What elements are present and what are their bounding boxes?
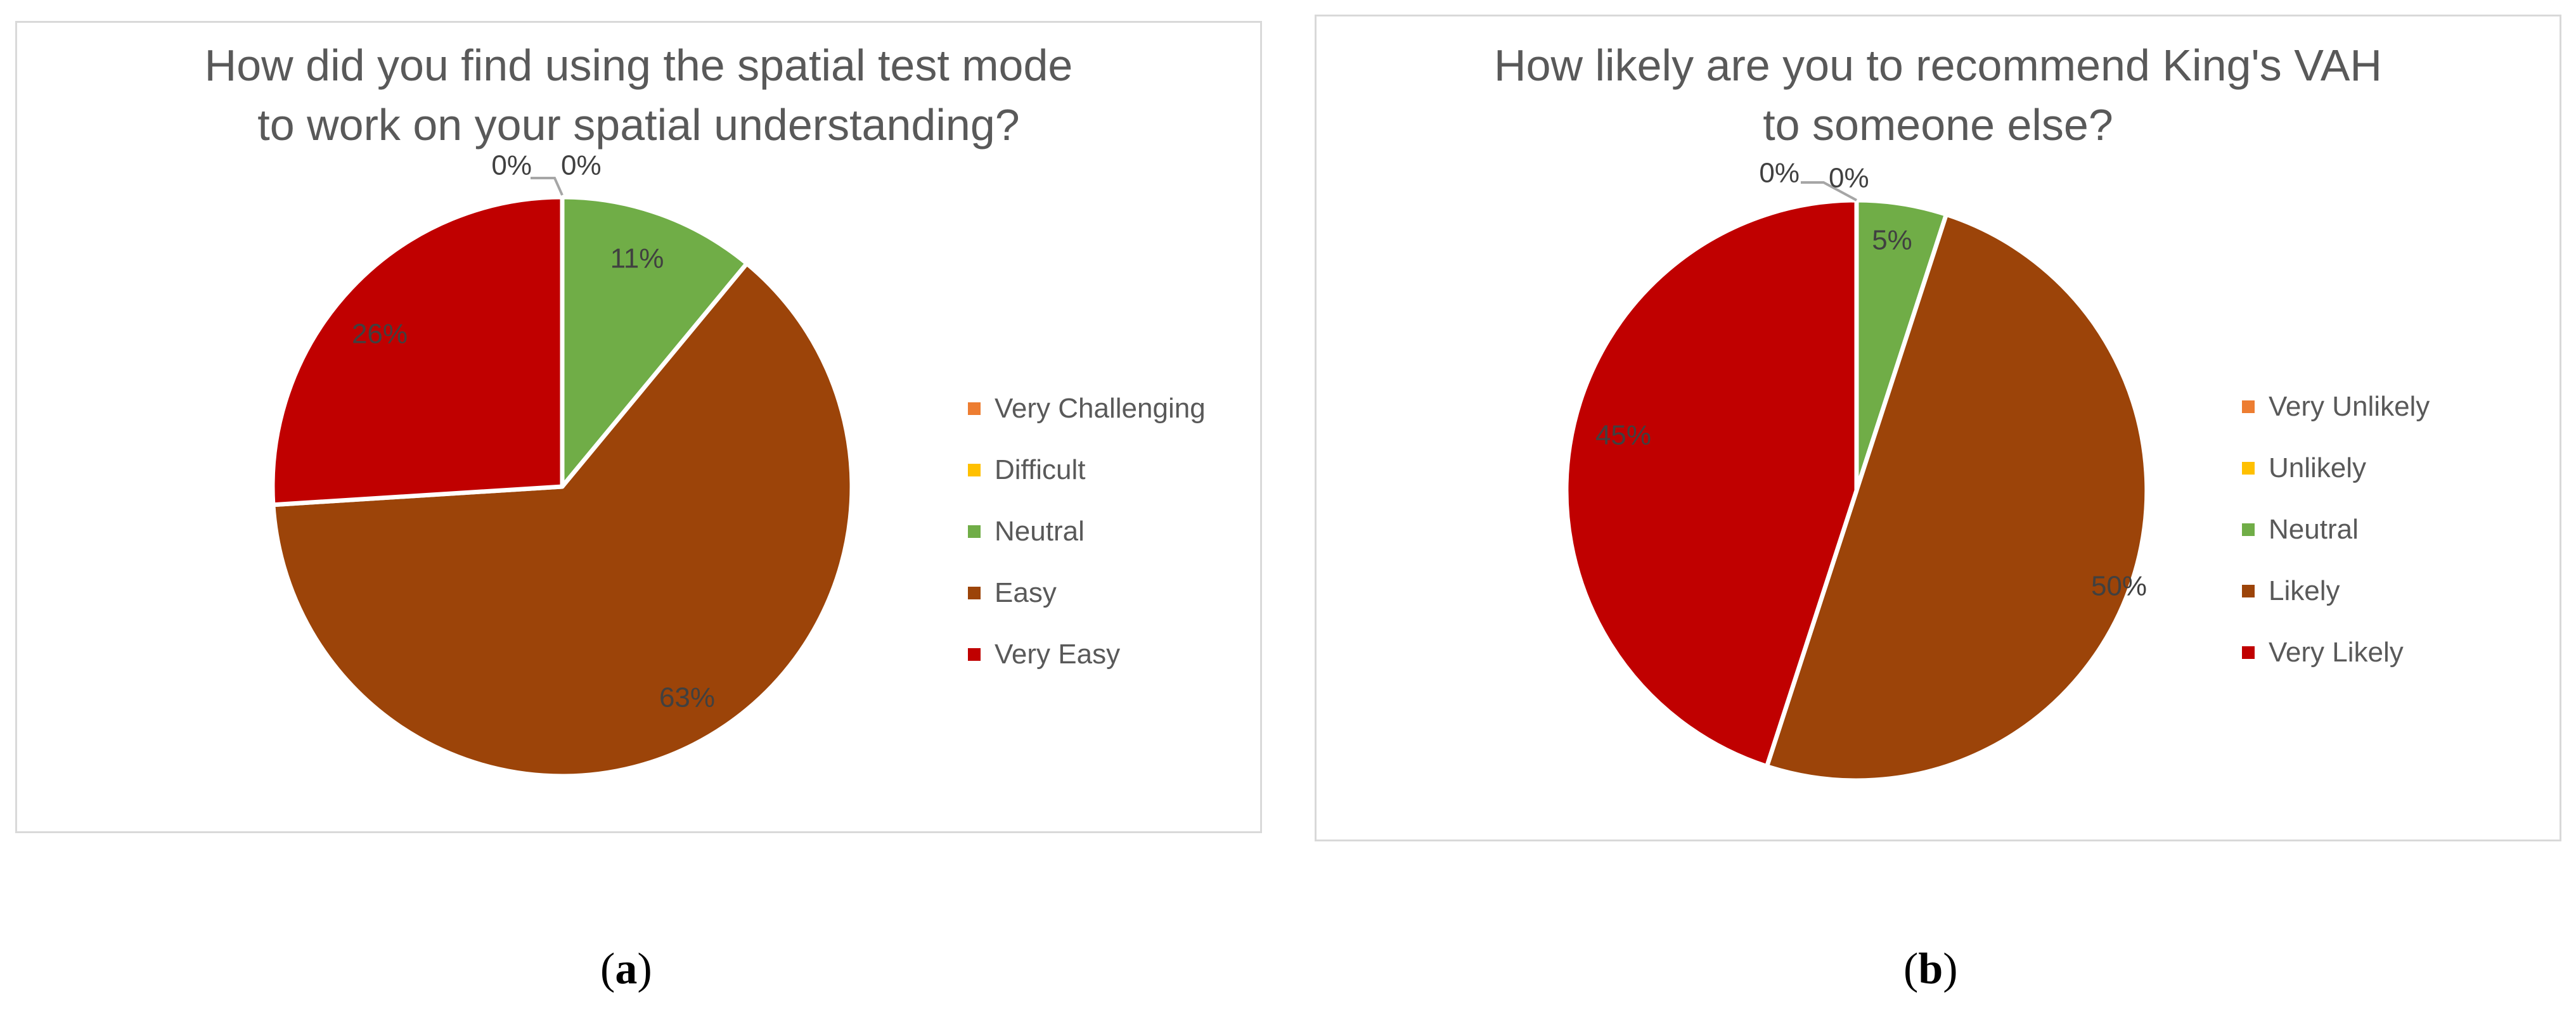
legend-swatch — [2242, 584, 2255, 597]
chart-title-line-1: How did you find using the spatial test … — [204, 41, 1073, 90]
pie-chart: 0% 0% 11% 63% 26% — [270, 150, 854, 779]
pie-chart: 0% 0%5%50%45% — [1564, 158, 2563, 843]
subfigure-letter: b — [1918, 945, 1943, 993]
chart-title-line-2: to someone else? — [1763, 100, 2113, 150]
legend-swatch — [2242, 400, 2255, 413]
chart-panel-b: How likely are you to recommend King's V… — [1315, 15, 2561, 841]
pie-slice-very-easy — [270, 195, 565, 508]
legend-item: Neutral — [968, 501, 1206, 562]
legend-swatch — [2242, 646, 2255, 659]
data-label: 0% — [491, 150, 532, 181]
legend-label: Very Unlikely — [2269, 390, 2430, 422]
pie-slice-likely — [1767, 214, 2146, 781]
subfigure-label-a: (a) — [600, 945, 652, 993]
legend-label: Likely — [2269, 575, 2340, 606]
legend-label: Easy — [995, 577, 1057, 608]
legend-swatch — [2242, 461, 2255, 475]
data-label: 5% — [1872, 225, 1912, 256]
pie-slice-very-likely — [1564, 198, 1859, 769]
data-label: 50% — [2091, 571, 2147, 602]
legend-label: Very Likely — [2269, 636, 2404, 668]
legend-item: Neutral — [2242, 499, 2430, 560]
legend-item: Difficult — [968, 439, 1206, 501]
legend-label: Very Challenging — [995, 392, 1206, 424]
pie-slice-easy — [271, 261, 854, 779]
legend-label: Unlikely — [2269, 452, 2367, 483]
pie-slice-neutral — [560, 195, 749, 489]
chart-title-line-2: to work on your spatial understanding? — [257, 100, 1020, 150]
legend-item: Unlikely — [2242, 437, 2430, 499]
data-label: 45% — [1595, 420, 1651, 451]
legend-item: Very Unlikely — [2242, 376, 2430, 437]
legend-swatch — [968, 586, 981, 599]
legend-label: Very Easy — [995, 638, 1121, 670]
subfigure-letter: a — [615, 945, 638, 993]
legend-swatch — [968, 648, 981, 661]
legend-swatch — [968, 463, 981, 476]
legend-item: Very Likely — [2242, 622, 2430, 683]
chart-title: How likely are you to recommend King's V… — [1317, 35, 2560, 155]
legend-swatch — [2242, 523, 2255, 536]
data-label: 26% — [352, 319, 408, 350]
legend-item: Easy — [968, 562, 1206, 623]
subfigure-label-b: (b) — [1903, 945, 1958, 993]
legend-label: Neutral — [2269, 513, 2359, 545]
chart-legend: Very Unlikely Unlikely Neutral Likely Ve… — [2242, 376, 2430, 683]
chart-panel-a: How did you find using the spatial test … — [15, 21, 1262, 833]
data-label: 11% — [610, 243, 664, 274]
legend-label: Difficult — [995, 454, 1086, 485]
leader-line — [1801, 181, 1857, 201]
legend-item: Likely — [2242, 560, 2430, 622]
legend-item: Very Challenging — [968, 378, 1206, 439]
legend-item: Very Easy — [968, 623, 1206, 685]
legend-swatch — [968, 402, 981, 415]
data-label: 0% — [561, 150, 602, 181]
data-label: 0% — [1829, 163, 1869, 194]
legend-swatch — [968, 525, 981, 538]
data-label: 0% — [1759, 158, 1800, 189]
chart-title: How did you find using the spatial test … — [17, 35, 1260, 155]
chart-legend: Very Challenging Difficult Neutral Easy … — [968, 378, 1206, 685]
data-label: 63% — [659, 682, 715, 713]
leader-line — [531, 177, 564, 196]
legend-label: Neutral — [995, 515, 1085, 547]
chart-title-line-1: How likely are you to recommend King's V… — [1494, 41, 2382, 90]
